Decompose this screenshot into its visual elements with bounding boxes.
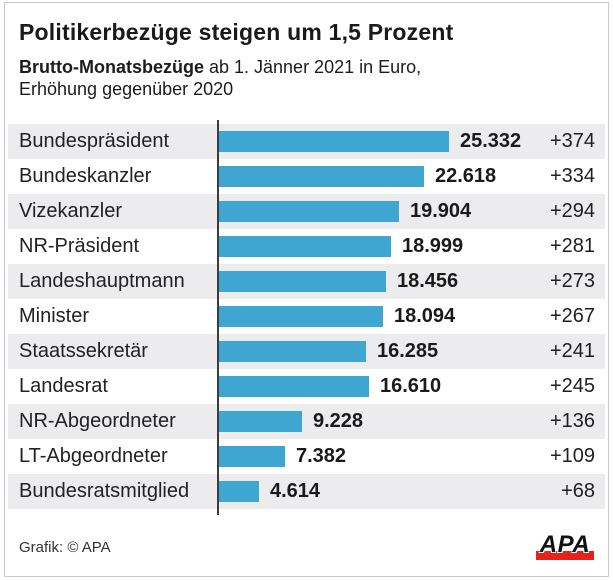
bar-area: 16.610 +245 <box>217 369 605 404</box>
value-label: 7.382 <box>296 444 347 467</box>
bar-area: 18.456 +273 <box>217 264 605 299</box>
category-label: NR-Präsident <box>19 234 140 257</box>
delta-label: +245 <box>549 374 595 397</box>
credit-text: Grafik: © APA <box>19 538 111 556</box>
bar <box>217 445 285 467</box>
value-label: 4.614 <box>270 479 321 502</box>
delta-label: +136 <box>549 409 595 432</box>
category-label: NR-Abgeordneter <box>19 409 176 432</box>
bar <box>217 270 386 292</box>
table-row: NR-Abgeordneter 9.228 +136 <box>8 403 605 439</box>
delta-label: +281 <box>549 234 595 257</box>
bar-area: 7.382 +109 <box>217 439 605 474</box>
bar <box>217 305 383 327</box>
subtitle-line2: Erhöhung gegenüber 2020 <box>19 79 234 100</box>
subtitle: Brutto-Monatsbezüge ab 1. Jänner 2021 in… <box>19 56 594 101</box>
infographic-frame: Politikerbezüge steigen um 1,5 Prozent B… <box>4 2 609 577</box>
bar <box>217 130 449 152</box>
table-row: NR-Präsident 18.999 +281 <box>8 229 605 264</box>
table-row: Minister 18.094 +267 <box>8 299 605 334</box>
bar <box>217 375 369 397</box>
bar-area: 16.285 +241 <box>217 334 605 369</box>
category-label: Bundespräsident <box>19 129 170 152</box>
value-label: 18.094 <box>394 304 456 327</box>
delta-label: +267 <box>549 304 595 327</box>
value-label: 25.332 <box>460 129 522 152</box>
page-title: Politikerbezüge steigen um 1,5 Prozent <box>19 19 454 45</box>
delta-label: +109 <box>549 444 595 467</box>
chart-rows: Bundespräsident 25.332 +374 Bundeskanzle… <box>8 123 605 509</box>
table-row: LT-Abgeordneter 7.382 +109 <box>8 439 605 474</box>
subtitle-rest: ab 1. Jänner 2021 in Euro, <box>203 56 422 77</box>
category-label: Minister <box>19 304 90 327</box>
delta-label: +374 <box>549 129 595 152</box>
bar-chart: Bundespräsident 25.332 +374 Bundeskanzle… <box>8 119 605 515</box>
bar-area: 18.094 +267 <box>217 299 605 334</box>
delta-label: +273 <box>549 269 595 292</box>
delta-label: +68 <box>561 479 595 502</box>
subtitle-bold: Brutto-Monatsbezüge <box>19 56 204 77</box>
bar-area: 18.999 +281 <box>217 229 605 264</box>
value-label: 18.456 <box>397 269 459 292</box>
delta-label: +334 <box>549 164 595 187</box>
category-label: Landesrat <box>19 374 108 397</box>
table-row: Landeshauptmann 18.456 +273 <box>8 263 605 299</box>
bar <box>217 340 366 362</box>
table-row: Vizekanzler 19.904 +294 <box>8 193 605 229</box>
axis-baseline <box>217 119 219 515</box>
bar <box>217 235 391 257</box>
category-label: Bundesratsmitglied <box>19 479 190 502</box>
footer: Grafik: © APA APA <box>5 530 608 560</box>
table-row: Bundespräsident 25.332 +374 <box>8 123 605 159</box>
table-row: Staatssekretär 16.285 +241 <box>8 333 605 369</box>
bar <box>217 200 399 222</box>
bar <box>217 410 302 432</box>
bar <box>217 480 259 502</box>
bar-area: 19.904 +294 <box>217 194 605 229</box>
value-label: 18.999 <box>402 234 464 257</box>
category-label: Staatssekretär <box>19 339 148 362</box>
apa-logo-text: APA <box>539 530 591 558</box>
table-row: Bundeskanzler 22.618 +334 <box>8 159 605 194</box>
delta-label: +241 <box>549 339 595 362</box>
category-label: Bundeskanzler <box>19 164 152 187</box>
value-label: 22.618 <box>435 164 497 187</box>
bar-area: 4.614 +68 <box>217 474 605 509</box>
category-label: Landeshauptmann <box>19 269 185 292</box>
value-label: 19.904 <box>410 199 472 222</box>
table-row: Bundesratsmitglied 4.614 +68 <box>8 473 605 509</box>
bar-area: 22.618 +334 <box>217 159 605 194</box>
bar-area: 9.228 +136 <box>217 404 605 439</box>
value-label: 16.610 <box>380 374 442 397</box>
value-label: 16.285 <box>377 339 439 362</box>
delta-label: +294 <box>549 199 595 222</box>
bar-area: 25.332 +374 <box>217 124 605 159</box>
apa-logo-red-bar <box>536 550 594 560</box>
category-label: Vizekanzler <box>19 199 123 222</box>
category-label: LT-Abgeordneter <box>19 444 168 467</box>
bar <box>217 165 424 187</box>
header: Politikerbezüge steigen um 1,5 Prozent B… <box>5 3 608 101</box>
table-row: Landesrat 16.610 +245 <box>8 369 605 404</box>
value-label: 9.228 <box>313 409 364 432</box>
apa-logo: APA <box>536 530 594 560</box>
